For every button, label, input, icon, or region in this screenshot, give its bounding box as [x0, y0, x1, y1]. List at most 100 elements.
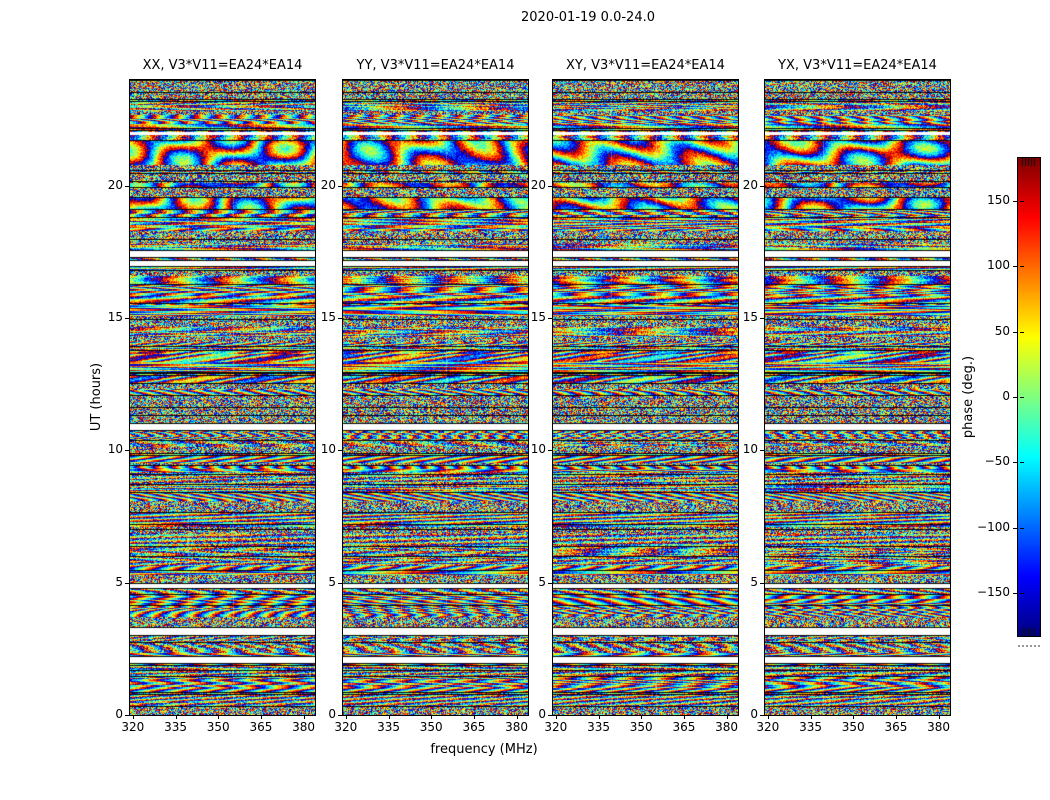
x-tick-mark — [516, 715, 518, 719]
colorbar-tick-label: 0 — [1002, 389, 1010, 403]
colorbar-tick-mark — [1013, 592, 1017, 594]
x-tick-mark — [726, 715, 728, 719]
y-tick-label: 15 — [742, 310, 758, 325]
colorbar-tick-mark — [1020, 462, 1024, 464]
x-tick-mark — [683, 715, 685, 719]
y-tick-mark — [760, 582, 764, 584]
x-tick-mark — [431, 715, 433, 719]
panel-title-xy: XY, V3*V11=EA24*EA14 — [566, 58, 725, 73]
y-tick-mark — [338, 450, 342, 452]
x-tick-label: 380 — [927, 720, 951, 734]
y-tick-mark — [338, 582, 342, 584]
x-tick-label: 335 — [377, 720, 400, 734]
panel-title-xx: XX, V3*V11=EA24*EA14 — [142, 58, 303, 73]
y-tick-label: 0 — [328, 707, 336, 721]
x-tick-mark — [853, 715, 855, 719]
x-tick-mark — [345, 715, 347, 719]
x-tick-mark — [555, 715, 557, 719]
x-tick-label: 320 — [544, 720, 568, 734]
heatmap-canvas-xx — [130, 80, 315, 715]
colorbar-tick-mark — [1020, 592, 1024, 594]
x-tick-mark — [260, 715, 262, 719]
x-tick-label: 350 — [419, 720, 443, 734]
colorbar-tick-mark — [1013, 331, 1017, 333]
heatmap-canvas-yy — [343, 80, 528, 715]
heatmap-panel-xx — [129, 79, 316, 716]
x-tick-label: 365 — [462, 720, 486, 734]
x-axis-label: frequency (MHz) — [430, 742, 538, 757]
x-tick-label: 365 — [884, 720, 908, 734]
colorbar-canvas — [1018, 158, 1040, 636]
panel-title-yx: YX, V3*V11=EA24*EA14 — [778, 58, 937, 73]
colorbar-tick-label: 100 — [987, 258, 1010, 273]
y-tick-mark — [338, 185, 342, 187]
colorbar-tick-mark — [1020, 397, 1024, 398]
y-tick-label: 5 — [538, 574, 546, 589]
y-tick-label: 20 — [742, 177, 758, 192]
colorbar-tick-mark — [1013, 527, 1017, 529]
x-tick-mark — [388, 715, 390, 719]
y-tick-label: 10 — [742, 442, 758, 457]
x-tick-label: 335 — [799, 720, 822, 734]
x-tick-label: 320 — [121, 720, 145, 734]
x-tick-label: 335 — [587, 720, 610, 734]
y-tick-label: 10 — [107, 442, 123, 457]
y-tick-mark — [125, 185, 129, 187]
y-tick-mark — [548, 582, 552, 584]
colorbar-tick-mark — [1020, 266, 1024, 268]
y-tick-label: 0 — [115, 707, 123, 721]
colorbar-extend-dots — [1018, 645, 1040, 647]
y-tick-mark — [548, 185, 552, 187]
x-tick-label: 365 — [672, 720, 696, 734]
x-tick-label: 365 — [249, 720, 273, 734]
y-tick-label: 0 — [750, 707, 758, 721]
colorbar-tick-mark — [1013, 462, 1017, 464]
heatmap-panel-xy — [552, 79, 739, 716]
y-tick-mark — [760, 450, 764, 452]
x-tick-label: 380 — [715, 720, 739, 734]
x-tick-mark — [641, 715, 643, 719]
y-tick-mark — [125, 318, 129, 320]
y-tick-mark — [760, 318, 764, 320]
y-tick-mark — [760, 185, 764, 187]
y-tick-label: 15 — [530, 310, 546, 325]
x-tick-mark — [598, 715, 600, 719]
x-tick-label: 380 — [292, 720, 316, 734]
y-tick-label: 20 — [107, 177, 123, 192]
colorbar-label: phase (deg.) — [961, 355, 976, 439]
x-tick-label: 320 — [756, 720, 780, 734]
panel-title-yy: YY, V3*V11=EA24*EA14 — [356, 58, 515, 73]
colorbar-tick-mark — [1013, 397, 1017, 398]
y-tick-label: 5 — [115, 574, 123, 589]
x-tick-mark — [132, 715, 134, 719]
y-tick-label: 5 — [328, 574, 336, 589]
x-tick-label: 350 — [841, 720, 865, 734]
y-tick-mark — [338, 318, 342, 320]
y-tick-mark — [125, 715, 129, 716]
x-tick-mark — [767, 715, 769, 719]
x-tick-mark — [810, 715, 812, 719]
x-tick-mark — [895, 715, 897, 719]
colorbar-tick-label: −50 — [984, 454, 1010, 469]
x-tick-mark — [175, 715, 177, 719]
figure-title: 2020-01-19 0.0-24.0 — [521, 10, 655, 25]
colorbar-tick-mark — [1013, 266, 1017, 268]
heatmap-panel-yy — [342, 79, 529, 716]
colorbar-tick-label: −100 — [977, 519, 1010, 534]
y-tick-mark — [548, 450, 552, 452]
x-tick-label: 320 — [334, 720, 358, 734]
y-tick-label: 15 — [320, 310, 336, 325]
colorbar-tick-label: 50 — [994, 323, 1010, 338]
heatmap-canvas-yx — [765, 80, 950, 715]
colorbar-tick-label: −150 — [977, 584, 1010, 599]
y-tick-mark — [338, 715, 342, 716]
x-tick-label: 335 — [164, 720, 187, 734]
y-tick-label: 15 — [107, 310, 123, 325]
x-tick-mark — [218, 715, 220, 719]
colorbar-tick-label: 150 — [987, 193, 1010, 208]
colorbar-tick-mark — [1020, 201, 1024, 203]
y-tick-mark — [548, 318, 552, 320]
colorbar-tick-mark — [1020, 527, 1024, 529]
y-tick-mark — [548, 715, 552, 716]
